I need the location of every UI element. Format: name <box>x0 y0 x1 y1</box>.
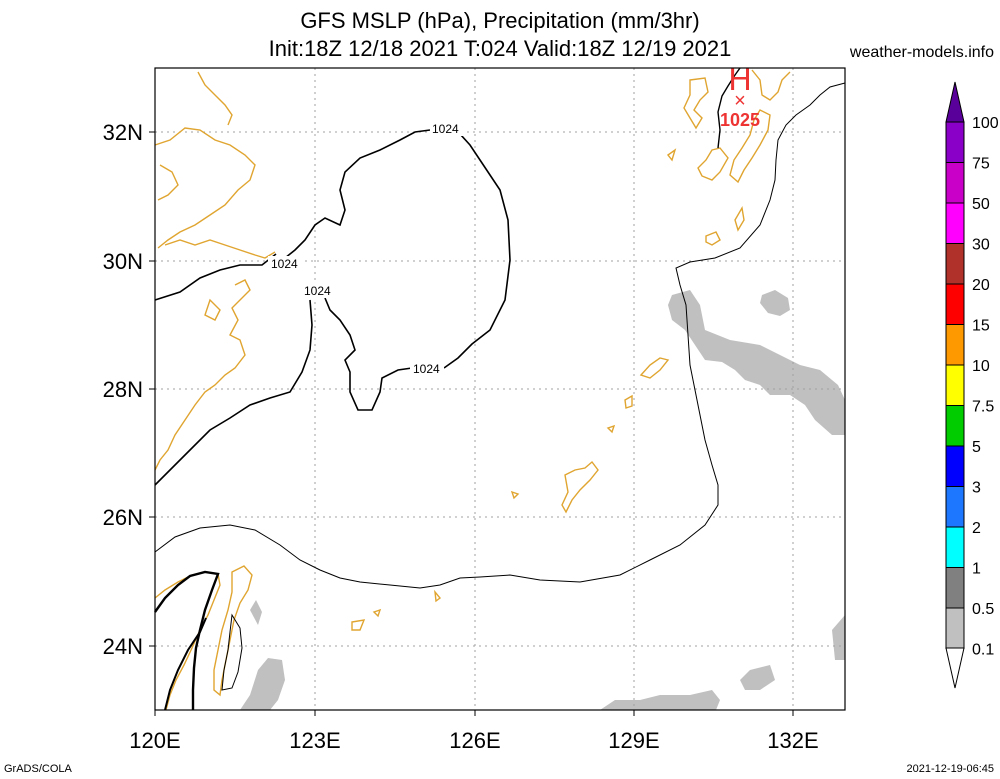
high-value: 1025 <box>720 110 760 130</box>
colorbar-segment <box>945 324 965 366</box>
chart-title: GFS MSLP (hPa), Precipitation (mm/3hr) <box>300 8 700 33</box>
precip-shading <box>240 290 845 710</box>
colorbar-label: 75 <box>972 156 990 173</box>
lat-label: 32N <box>103 120 143 145</box>
colorbar-segment <box>945 445 965 487</box>
colorbar-segment <box>945 486 965 528</box>
coastlines <box>154 69 791 711</box>
lon-label: 129E <box>608 728 659 753</box>
colorbar-segment <box>945 526 965 568</box>
generated-timestamp: 2021-12-19-06:45 <box>906 763 994 775</box>
colorbar-label: 3 <box>972 480 981 497</box>
isobar-label: 1024 <box>413 362 440 376</box>
isobar-label: 1024 <box>432 122 459 136</box>
latitude-labels: 32N 30N 28N 26N 24N <box>103 120 143 659</box>
colorbar-segment <box>945 283 965 325</box>
isobars <box>154 67 846 711</box>
chart-subtitle: Init:18Z 12/18 2021 T:024 Valid:18Z 12/1… <box>268 36 732 61</box>
colorbar-segment <box>945 202 965 244</box>
lon-label: 120E <box>129 728 180 753</box>
isobar-label: 1024 <box>304 284 331 298</box>
colorbar-bottom-arrow <box>945 647 965 689</box>
high-letter: H <box>728 61 751 97</box>
lon-label: 123E <box>289 728 340 753</box>
precip-colorbar: 100 75 50 30 20 15 10 7.5 5 3 2 1 0.5 0.1 <box>945 81 999 689</box>
lat-label: 26N <box>103 505 143 530</box>
software-credit: GrADS/COLA <box>4 763 72 775</box>
colorbar-label: 20 <box>972 277 990 294</box>
colorbar-label: 10 <box>972 358 990 375</box>
lon-label: 126E <box>449 728 500 753</box>
colorbar-label: 5 <box>972 439 981 456</box>
colorbar-segment <box>945 121 965 163</box>
colorbar-label: 0.1 <box>972 642 994 659</box>
colorbar-label: 0.5 <box>972 601 994 618</box>
site-credit: weather-models.info <box>849 44 994 61</box>
lat-label: 28N <box>103 377 143 402</box>
colorbar-label: 50 <box>972 196 990 213</box>
colorbar-label: 2 <box>972 520 981 537</box>
colorbar-top-arrow <box>945 81 965 123</box>
high-pressure-marker: H × 1025 <box>720 61 760 130</box>
colorbar-label: 7.5 <box>972 399 994 416</box>
colorbar-segment <box>945 162 965 204</box>
colorbar-label: 15 <box>972 318 990 335</box>
longitude-labels: 120E 123E 126E 129E 132E <box>129 728 818 753</box>
lat-label: 24N <box>103 634 143 659</box>
isobar-labels: 1024 1024 1024 1024 <box>268 121 464 376</box>
axis-ticks <box>149 131 794 716</box>
colorbar-segment <box>945 567 965 609</box>
colorbar-segment <box>945 607 965 649</box>
isobar-label: 1024 <box>271 257 298 271</box>
colorbar-label: 30 <box>972 237 990 254</box>
lat-label: 30N <box>103 249 143 274</box>
high-center-mark: × <box>734 90 746 112</box>
lon-label: 132E <box>767 728 818 753</box>
colorbar-segment <box>945 405 965 447</box>
colorbar-segment <box>945 364 965 406</box>
colorbar-label: 1 <box>972 561 981 578</box>
colorbar-segment <box>945 243 965 285</box>
colorbar-label: 100 <box>972 115 999 132</box>
